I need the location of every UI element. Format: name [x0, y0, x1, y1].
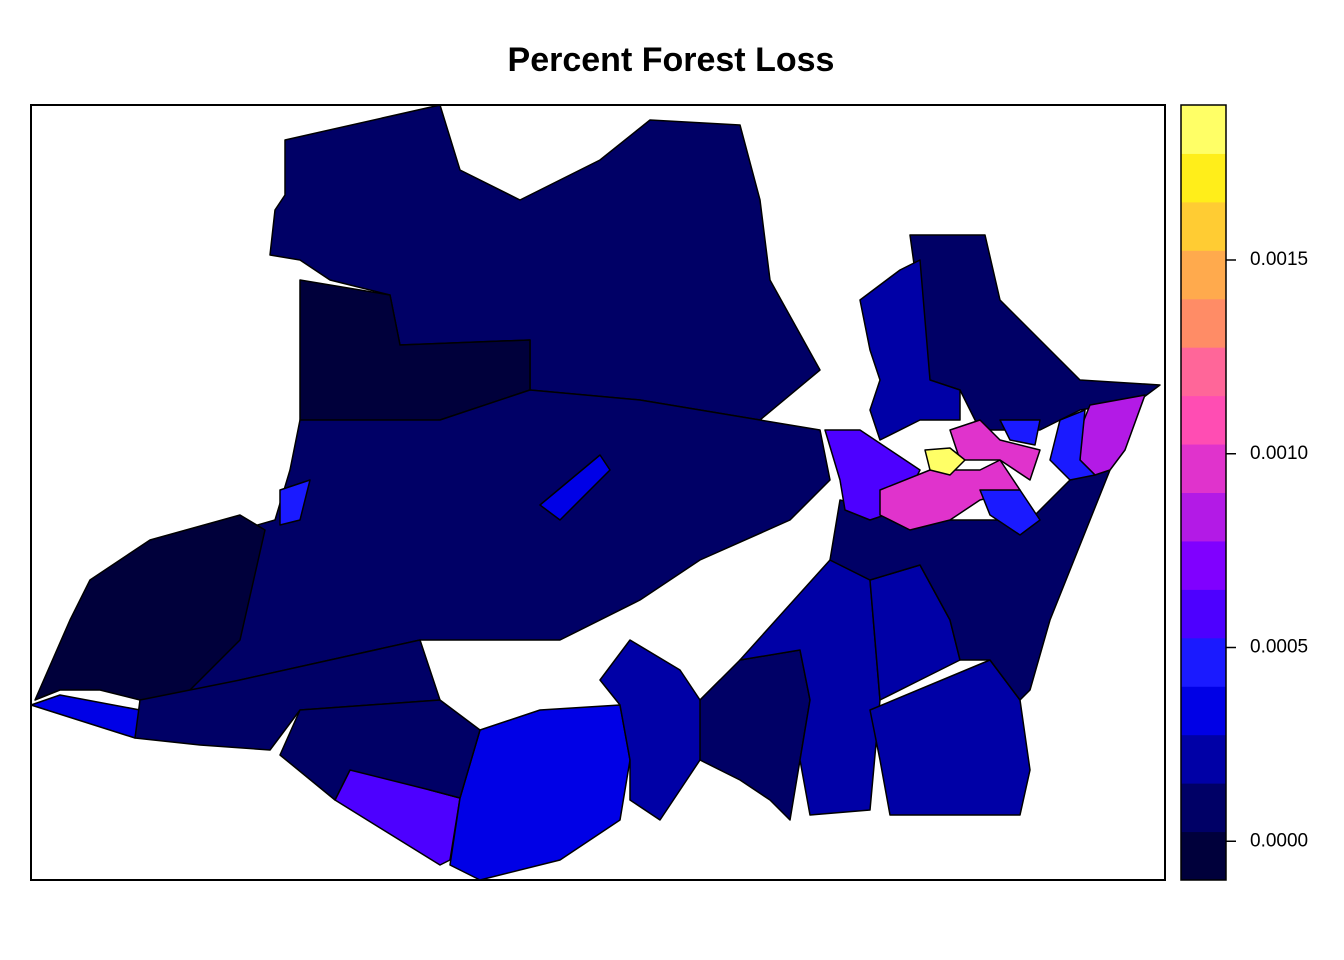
region — [449, 704, 631, 881]
legend-swatch — [1181, 444, 1226, 493]
legend-swatch — [1181, 105, 1226, 154]
legend-swatch — [1181, 831, 1226, 881]
region — [1079, 394, 1146, 476]
legend-tick-label: 0.0000 — [1250, 830, 1308, 851]
region — [924, 447, 966, 476]
legend-swatch — [1181, 540, 1226, 590]
region — [699, 649, 811, 821]
legend-swatch — [1181, 250, 1226, 300]
legend-swatch — [1181, 298, 1226, 348]
region — [829, 469, 1111, 701]
region — [134, 639, 441, 751]
region — [859, 259, 961, 441]
region — [279, 699, 481, 801]
legend-swatch — [1181, 201, 1226, 251]
legend-swatch — [1181, 395, 1226, 445]
legend-swatch — [1181, 637, 1226, 687]
legend-swatch — [1181, 734, 1226, 784]
region — [949, 419, 1041, 481]
legend-swatch — [1181, 347, 1226, 397]
region — [539, 454, 611, 521]
legend-swatch — [1181, 783, 1226, 833]
legend-frame — [1180, 104, 1227, 881]
chart-title: Percent Forest Loss — [508, 41, 835, 79]
legend-swatch — [1181, 492, 1226, 542]
legend-tick-label: 0.0010 — [1250, 443, 1308, 464]
legend-tick-label: 0.0015 — [1250, 249, 1308, 270]
region — [999, 419, 1041, 446]
map-frame — [30, 104, 1166, 881]
region — [1049, 409, 1096, 481]
color-legend: 0.0000 0.0005 0.0010 0.0015 — [1180, 104, 1308, 881]
legend-tick-label: 0.0005 — [1250, 637, 1308, 658]
regions — [30, 104, 1161, 881]
legend-swatch — [1181, 153, 1226, 203]
region — [279, 479, 311, 526]
region — [30, 694, 141, 739]
region — [979, 489, 1041, 536]
legend-swatch — [1181, 589, 1226, 639]
region — [34, 514, 266, 701]
legend-swatch — [1181, 686, 1226, 736]
